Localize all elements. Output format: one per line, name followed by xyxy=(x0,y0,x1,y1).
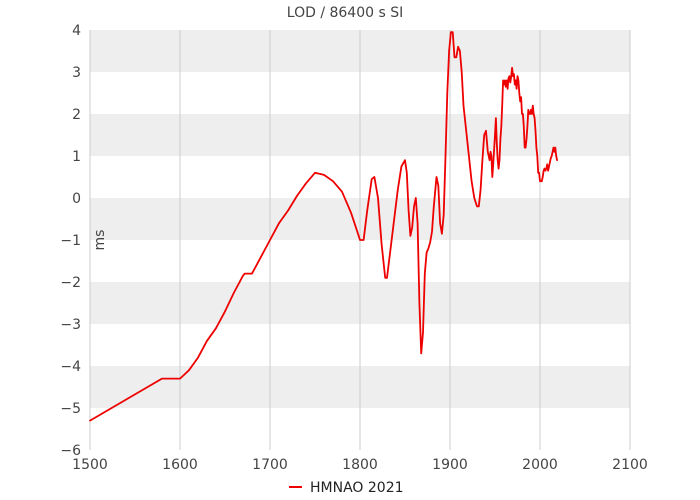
series-line-hmnao-2021 xyxy=(89,31,558,422)
chart-title: LOD / 86400 s SI xyxy=(287,5,403,21)
series-layer xyxy=(89,31,558,422)
y-tick-labels: −6 −5 −4 −3 −2 −1 0 1 2 3 4 xyxy=(60,23,81,459)
x-tick-label: 1700 xyxy=(252,457,288,473)
y-tick-label: −4 xyxy=(60,359,81,375)
y-tick-label: −6 xyxy=(60,443,81,459)
y-tick-label: −1 xyxy=(60,233,81,249)
x-tick-labels: 1500 1600 1700 1800 1900 2000 2100 xyxy=(72,457,648,473)
legend[interactable]: HMNAO 2021 xyxy=(289,480,404,496)
y-tick-label: −2 xyxy=(60,275,81,291)
y-tick-label: 4 xyxy=(72,23,81,39)
y-tick-label: 2 xyxy=(72,107,81,123)
x-tick-label: 2000 xyxy=(522,457,558,473)
y-tick-label: 3 xyxy=(72,65,81,81)
y-tick-label: −3 xyxy=(60,317,81,333)
y-tick-label: 1 xyxy=(72,149,81,165)
y-tick-label: 0 xyxy=(72,191,81,207)
x-tick-label: 2100 xyxy=(612,457,648,473)
y-tick-label: −5 xyxy=(60,401,81,417)
x-tick-label: 1900 xyxy=(432,457,468,473)
y-axis-title: ms xyxy=(92,230,108,251)
x-tick-label: 1800 xyxy=(342,457,378,473)
legend-label: HMNAO 2021 xyxy=(310,480,404,496)
x-tick-label: 1500 xyxy=(72,457,108,473)
x-tick-label: 1600 xyxy=(162,457,198,473)
